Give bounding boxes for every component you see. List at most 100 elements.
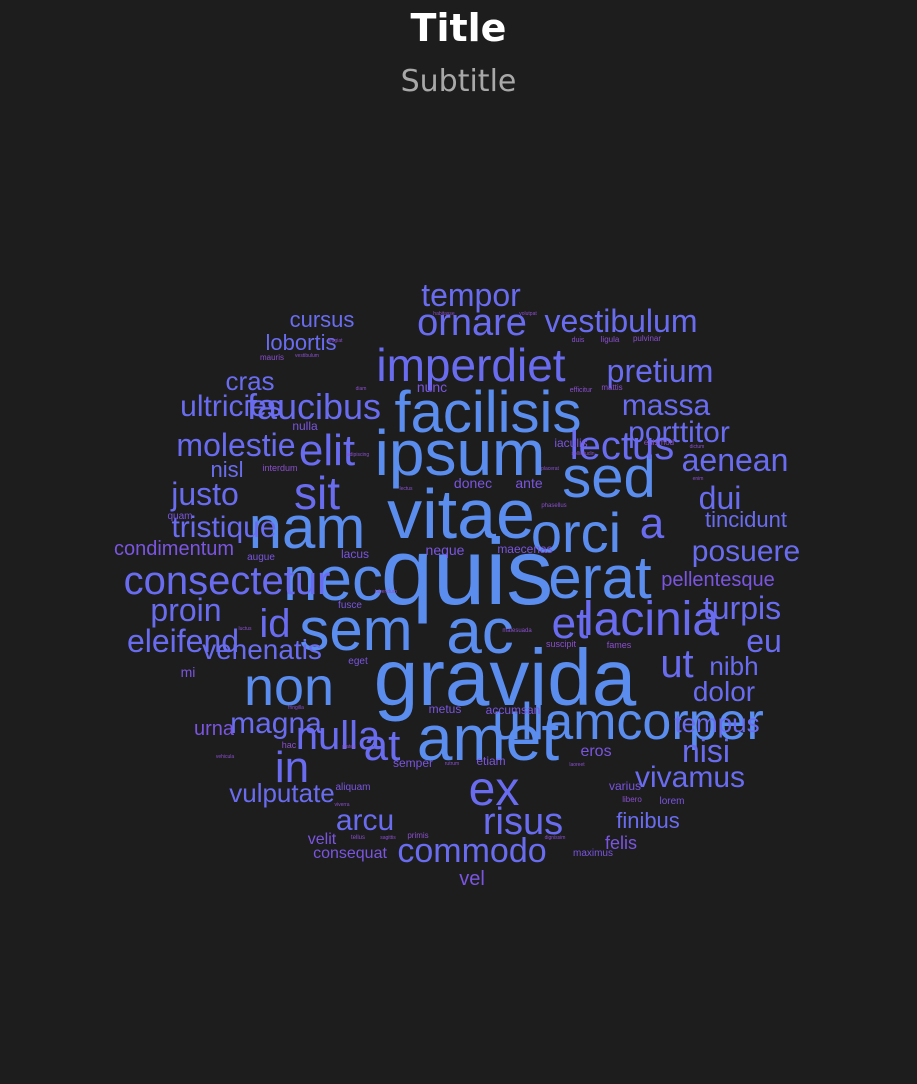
word-101: mattis [601,383,622,392]
word-57: tempus [674,708,759,738]
word-27: nulla [296,714,381,758]
word-88: lorem [659,796,684,807]
word-90: fusce [338,600,362,611]
word-114: adipiscing [347,452,369,458]
word-81: maecenas [497,542,552,556]
word-125: bibendum [375,589,397,595]
word-120: rutrum [445,761,459,767]
word-107: phasellus [541,503,566,509]
word-113: diam [356,386,367,392]
word-49: venenatis [202,634,322,665]
word-23: ut [660,642,693,686]
word-92: augue [247,552,275,563]
word-74: donec [454,475,492,491]
word-103: pulvinar [633,334,661,343]
word-68: felis [605,833,637,853]
word-80: nulla [292,419,318,433]
word-21: at [364,721,401,770]
word-40: aenean [682,442,789,478]
word-36: pretium [607,353,714,389]
word-64: pellentesque [661,569,774,591]
word-39: molestie [176,427,295,463]
word-9: facilisis [395,380,582,445]
word-29: ornare [417,302,527,344]
word-87: aliquam [335,782,370,793]
word-10: amet [417,702,560,774]
word-50: dolor [693,676,755,707]
word-60: tincidunt [705,507,787,532]
word-117: enim [693,476,704,482]
word-126: platea [342,744,356,750]
word-96: interdum [262,463,297,473]
chart-subtitle: Subtitle [400,64,517,99]
word-71: consequat [313,845,387,862]
word-70: velit [308,831,337,848]
word-99: euismod [644,438,674,447]
word-56: nibh [709,651,758,681]
word-17: imperdiet [376,339,565,391]
word-37: massa [622,389,711,422]
word-16: ullamcorper [492,693,764,751]
word-44: posuere [692,535,800,568]
word-76: mi [181,664,196,680]
word-102: ligula [601,335,620,344]
word-95: hac [282,740,297,750]
word-51: magna [230,707,322,740]
word-79: accumsan [486,703,541,717]
word-108: malesuada [502,628,532,634]
word-38: porttitor [628,416,730,449]
word-6: ac [446,595,514,667]
word-41: justo [170,476,239,512]
word-119: luctus [238,626,252,632]
word-63: lobortis [266,330,337,355]
word-12: sit [294,467,340,519]
word-83: semper [393,756,433,770]
word-128: lectus [399,486,413,492]
word-67: urna [194,718,235,740]
word-54: ultricies [180,390,282,423]
word-8: nam [249,494,366,561]
word-0: quis [381,519,553,624]
word-82: lacus [341,547,369,561]
word-22: elit [299,426,355,475]
word-15: non [244,657,334,717]
word-86: eget [348,656,368,667]
word-18: ex [469,763,520,816]
word-3: nec [283,545,383,614]
word-52: vivamus [635,761,745,794]
word-105: efficitur [570,387,593,394]
word-97: primis [407,831,428,840]
word-116: placerat [541,466,559,472]
word-28: faucibus [247,386,381,427]
word-11: sed [562,445,656,510]
word-33: tempor [421,277,521,313]
word-110: volutpat [519,311,537,317]
word-124: fringilla [288,705,304,711]
word-46: turpis [703,590,781,626]
word-45: proin [150,592,221,628]
word-115: sollicitudin [571,451,594,457]
word-84: etiam [476,754,505,768]
word-30: risus [483,801,563,843]
word-42: dui [699,480,742,516]
word-69: eros [580,743,611,760]
word-4: ipsum [375,417,546,489]
word-20: a [640,499,665,548]
word-89: maximus [573,848,613,859]
word-48: eu [746,623,782,659]
chart-title: Title [410,6,507,50]
word-104: duis [572,337,585,344]
word-127: dictum [690,444,705,450]
word-112: vestibulum [295,353,319,359]
word-91: quam [167,511,192,522]
word-61: finibus [616,808,680,833]
word-55: cras [225,366,274,396]
word-2: gravida [374,633,637,722]
word-32: commodo [397,832,546,870]
word-14: lacinia [583,593,719,646]
word-1: vitae [387,475,535,553]
word-7: erat [548,544,652,611]
word-75: ante [515,475,542,491]
word-31: consectetur [124,559,331,603]
